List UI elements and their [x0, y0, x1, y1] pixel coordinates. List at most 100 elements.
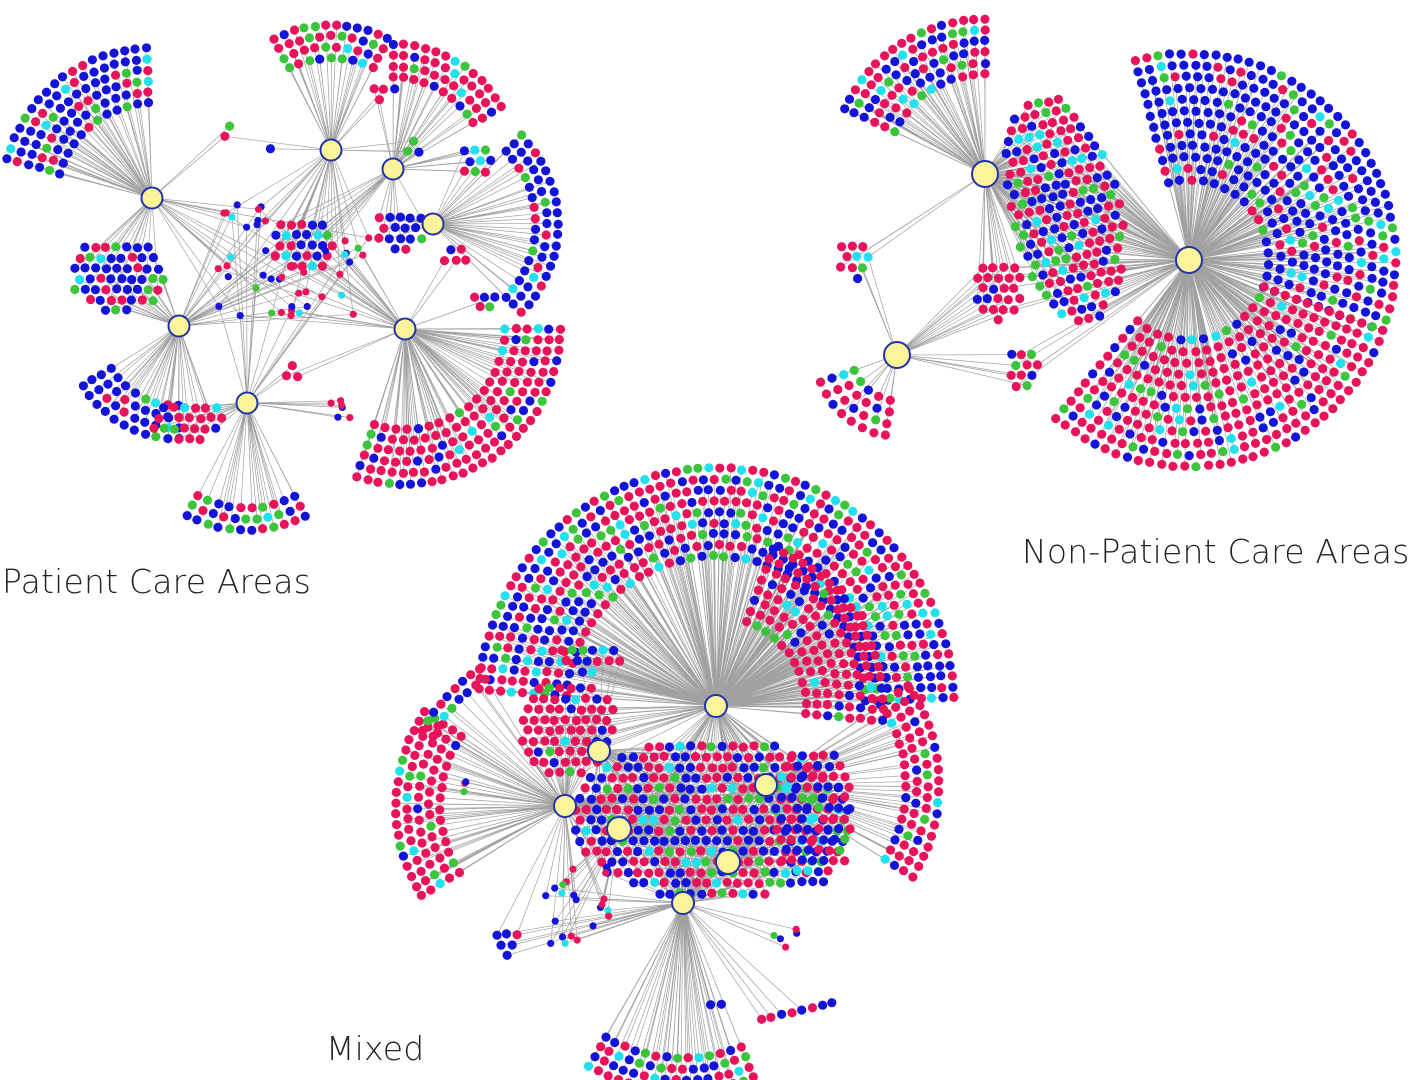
leaf-node: [538, 537, 548, 547]
leaf-node: [922, 619, 932, 629]
leaf-node: [607, 857, 617, 867]
leaf-node: [480, 145, 491, 155]
leaf-node: [1305, 191, 1315, 201]
leaf-node: [1166, 142, 1176, 152]
leaf-node: [911, 798, 921, 808]
leaf-node: [558, 889, 566, 897]
leaf-node: [892, 729, 902, 739]
leaf-node: [677, 1064, 688, 1074]
leaf-node: [420, 66, 430, 76]
leaf-node: [790, 580, 801, 590]
leaf-node: [1277, 170, 1287, 180]
leaf-node: [799, 527, 809, 537]
leaf-node: [696, 762, 706, 773]
leaf-node: [44, 165, 55, 175]
leaf-node: [1315, 96, 1325, 106]
leaf-node: [1060, 147, 1070, 157]
leaf-node: [798, 771, 808, 781]
leaf-node: [1269, 178, 1279, 188]
leaf-node: [601, 1032, 611, 1042]
leaf-node: [98, 51, 108, 61]
leaf-node: [1235, 332, 1245, 342]
leaf-node: [529, 357, 539, 367]
leaf-node: [692, 541, 702, 552]
leaf-node: [1246, 70, 1256, 81]
leaf-node: [1051, 413, 1061, 424]
leaf-node: [383, 445, 393, 455]
leaf-node: [569, 570, 579, 580]
leaf-node: [295, 36, 305, 46]
leaf-node: [1007, 349, 1017, 359]
leaf-node: [523, 139, 533, 149]
leaf-node: [808, 594, 819, 604]
leaf-node: [792, 866, 802, 876]
leaf-node: [1354, 137, 1364, 148]
leaf-node: [833, 605, 843, 615]
leaf-node: [1201, 426, 1211, 436]
leaf-node: [874, 108, 885, 118]
leaf-node: [1055, 276, 1066, 287]
leaf-node: [1151, 133, 1161, 143]
leaf-node: [852, 584, 863, 594]
leaf-node: [1226, 433, 1236, 444]
leaf-node: [887, 90, 897, 100]
leaf-node: [1262, 434, 1272, 445]
leaf-node: [1385, 212, 1395, 222]
leaf-node: [379, 456, 390, 466]
leaf-node: [854, 540, 864, 550]
leaf-node: [1207, 167, 1217, 177]
leaf-node: [800, 480, 810, 490]
leaf-node: [608, 704, 618, 715]
leaf-node: [926, 831, 937, 841]
leaf-node: [1299, 260, 1309, 271]
leaf-node: [1074, 164, 1084, 174]
leaf-node: [586, 599, 597, 609]
leaf-node: [801, 699, 812, 709]
leaf-node: [670, 793, 680, 804]
leaf-node: [1217, 170, 1227, 180]
leaf-node: [1211, 144, 1221, 154]
leaf-node: [727, 783, 737, 793]
leaf-node: [317, 261, 327, 271]
leaf-node: [587, 704, 597, 714]
leaf-node: [374, 233, 384, 243]
leaf-node: [254, 205, 263, 213]
leaf-node: [1177, 94, 1187, 104]
leaf-node: [870, 94, 881, 105]
leaf-node: [701, 815, 711, 825]
leaf-node: [327, 241, 337, 251]
hub-node: [704, 694, 728, 718]
leaf-node: [697, 741, 707, 751]
leaf-node: [709, 1061, 719, 1071]
leaf-node: [660, 1074, 670, 1080]
leaf-node: [692, 508, 702, 518]
leaf-node: [1225, 65, 1235, 75]
leaf-node: [639, 772, 649, 783]
leaf-node: [603, 1071, 613, 1080]
leaf-node: [1216, 353, 1226, 363]
leaf-node: [399, 72, 409, 82]
leaf-node: [6, 144, 16, 154]
leaf-node: [1120, 402, 1130, 412]
leaf-node: [1341, 218, 1351, 228]
leaf-node: [1044, 278, 1054, 288]
leaf-node: [575, 836, 585, 847]
leaf-node: [67, 108, 77, 118]
leaf-node: [586, 512, 596, 522]
leaf-node: [391, 809, 401, 819]
leaf-node: [518, 423, 528, 433]
leaf-node: [100, 98, 110, 108]
leaf-node: [435, 793, 445, 803]
leaf-node: [431, 464, 441, 474]
leaf-node: [582, 656, 592, 666]
leaf-node: [84, 122, 94, 132]
leaf-node: [877, 562, 888, 573]
leaf-node: [1209, 413, 1219, 424]
leaf-node: [784, 486, 794, 496]
leaf-node: [225, 524, 235, 534]
leaf-node: [192, 515, 202, 525]
leaf-node: [1309, 264, 1319, 274]
leaf-node: [732, 878, 742, 889]
leaf-node: [900, 771, 910, 781]
leaf-node: [677, 521, 687, 531]
